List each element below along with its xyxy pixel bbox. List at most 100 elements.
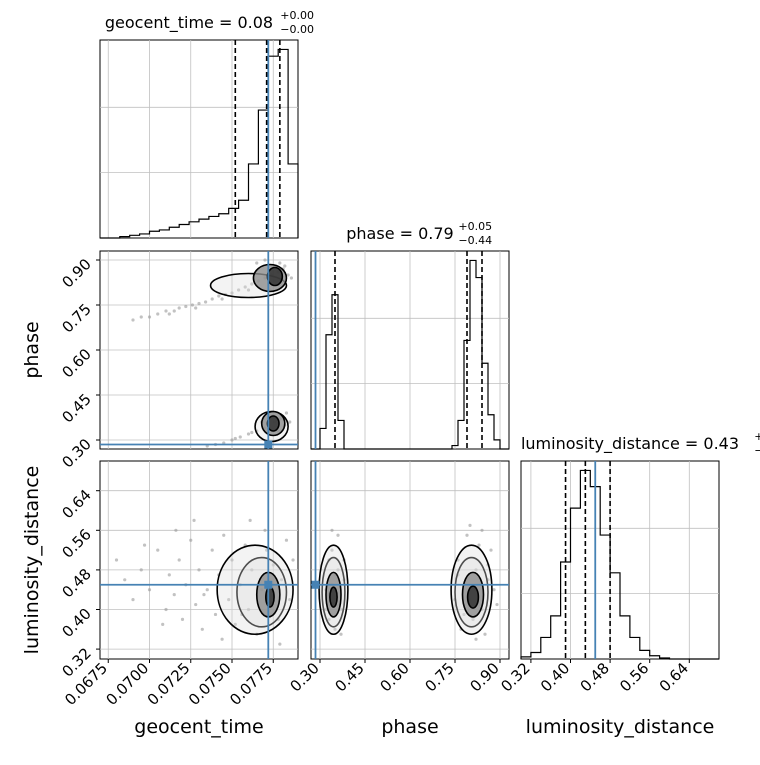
scatter-point <box>327 617 331 622</box>
panel-title-phase: phase = 0.79 +0.05−0.44 <box>346 220 492 247</box>
x-axis-label-luminosity_distance: luminosity_distance <box>526 716 715 738</box>
scatter-point <box>284 538 289 542</box>
density-contour <box>266 266 284 287</box>
scatter-panel-geocent_time-luminosity_distance <box>99 460 299 660</box>
scatter-point <box>263 258 267 262</box>
x-tick-label: 0.60 <box>376 659 412 695</box>
scatter-point <box>167 573 171 577</box>
scatter-point <box>288 598 292 602</box>
scatter-point <box>271 563 275 567</box>
scatter-point <box>250 568 254 572</box>
title-value: phase = 0.79 <box>346 224 453 243</box>
scatter-point <box>468 523 472 527</box>
scatter-point <box>164 607 168 612</box>
scatter-point <box>147 588 152 592</box>
scatter-point <box>192 518 196 523</box>
scatter-point <box>222 533 226 537</box>
y-tick-label: 0.45 <box>58 390 94 426</box>
scatter-point <box>200 627 204 631</box>
scatter-point <box>210 548 214 552</box>
y-tick-label: 0.75 <box>58 300 94 336</box>
scatter-point <box>233 622 237 626</box>
scatter-point <box>194 306 198 310</box>
scatter-point <box>246 432 251 436</box>
scatter-point <box>177 306 181 310</box>
panel-title-geocent_time: geocent_time = 0.08 +0.00−0.00 <box>105 9 314 36</box>
density-contour <box>466 585 480 609</box>
scatter-point <box>204 300 208 304</box>
scatter-point <box>289 276 293 280</box>
x-tick-label: 0.0750 <box>185 659 235 709</box>
scatter-point <box>147 315 152 319</box>
hist-panel-geocent_time <box>99 39 299 239</box>
scatter-point <box>161 622 165 626</box>
scatter-point <box>246 607 251 612</box>
title-plus: +0.00 <box>280 9 314 22</box>
x-tick-label: 0.0700 <box>102 659 152 709</box>
scatter-point <box>230 438 234 442</box>
scatter-point <box>246 288 251 292</box>
x-tick-label: 0.75 <box>421 659 457 695</box>
x-tick-label: 0.32 <box>497 659 533 695</box>
y-tick-label: 0.90 <box>58 255 94 291</box>
panel-title-luminosity_distance: luminosity_distance = 0.43 +0.05−0.04 <box>521 430 760 457</box>
x-tick-label: 0.45 <box>331 659 367 695</box>
scatter-point <box>248 518 252 523</box>
x-axis-label-phase: phase <box>381 716 438 738</box>
scatter-point <box>477 543 481 547</box>
scatter-point <box>263 528 267 532</box>
scatter-point <box>123 578 127 582</box>
scatter-point <box>330 528 334 532</box>
x-tick-label: 0.56 <box>616 659 652 695</box>
title-value: geocent_time = 0.08 <box>105 13 273 33</box>
scatter-point <box>156 312 160 316</box>
hist-panel-luminosity_distance <box>520 460 720 660</box>
scatter-point <box>189 538 193 542</box>
density-contour <box>329 586 338 608</box>
scatter-point <box>238 435 242 439</box>
scatter-point <box>190 303 194 307</box>
scatter-point <box>237 288 241 292</box>
scatter-point <box>230 558 234 562</box>
x-tick-label: 0.0775 <box>226 659 276 709</box>
title-minus: −0.44 <box>458 234 492 247</box>
x-axis-label-geocent_time: geocent_time <box>134 716 263 738</box>
scatter-panel-geocent_time-phase <box>99 250 299 450</box>
y-axis-label-luminosity_distance: luminosity_distance <box>21 466 43 655</box>
scatter-point <box>286 273 290 277</box>
histogram-step-phase <box>311 259 509 450</box>
scatter-point <box>480 528 484 532</box>
x-tick-label: 0.0725 <box>144 659 194 709</box>
scatter-point <box>284 411 289 415</box>
scatter-point <box>471 617 475 622</box>
scatter-point <box>202 593 206 597</box>
panel-frame <box>99 39 299 239</box>
scatter-point <box>288 420 292 424</box>
scatter-point <box>339 607 343 612</box>
scatter-point <box>283 264 287 268</box>
scatter-point <box>131 318 135 322</box>
scatter-point <box>142 543 147 547</box>
density-contour <box>266 415 280 432</box>
title-value: luminosity_distance = 0.43 <box>521 434 739 454</box>
scatter-point <box>164 309 168 313</box>
truth-marker <box>264 580 273 589</box>
scatter-point <box>279 578 284 582</box>
scatter-point <box>174 528 178 532</box>
scatter-point <box>156 548 160 552</box>
scatter-point <box>255 261 259 265</box>
scatter-point <box>339 632 343 636</box>
scatter-point <box>495 602 499 607</box>
scatter-point <box>197 301 201 306</box>
panel-frame <box>520 460 720 660</box>
scatter-point <box>139 315 143 319</box>
scatter-point <box>250 430 254 435</box>
x-tick-label: 0.40 <box>537 659 573 695</box>
truth-marker <box>311 580 320 589</box>
scatter-point <box>250 282 254 286</box>
y-tick-label: 0.30 <box>58 435 94 471</box>
scatter-point <box>139 568 143 572</box>
title-minus: −0.00 <box>280 23 314 36</box>
scatter-point <box>167 312 171 316</box>
